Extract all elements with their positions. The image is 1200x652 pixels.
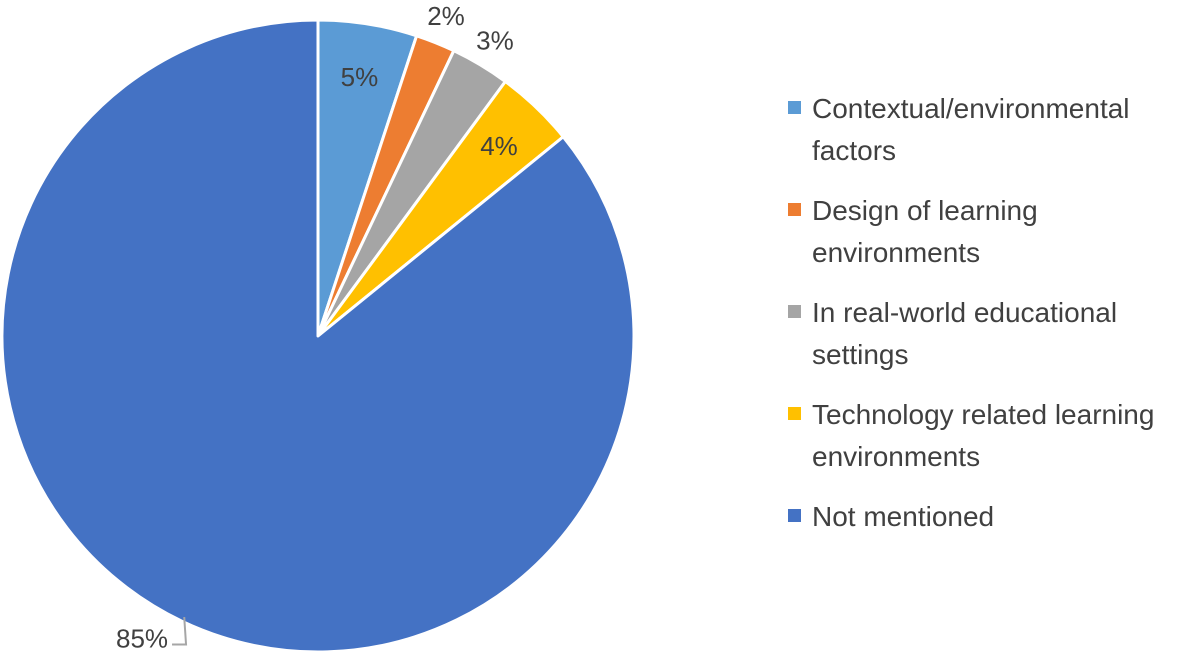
legend-label-design: Design of learning environments bbox=[812, 195, 1038, 268]
legend-swatch-design bbox=[788, 203, 801, 216]
legend-item-technology: Technology related learning environments bbox=[788, 394, 1198, 478]
legend-swatch-contextual bbox=[788, 101, 801, 114]
legend-label-technology: Technology related learning environments bbox=[812, 399, 1155, 472]
legend-item-not-mentioned: Not mentioned bbox=[788, 496, 1198, 538]
data-label-contextual: 5% bbox=[341, 62, 379, 92]
leader-line-not-mentioned bbox=[172, 616, 188, 646]
data-label-technology: 4% bbox=[480, 131, 518, 161]
pie-slice-not-mentioned bbox=[0, 18, 636, 652]
data-label-not-mentioned: 85% bbox=[116, 623, 168, 652]
legend-swatch-technology bbox=[788, 407, 801, 420]
legend-item-contextual: Contextual/environmental factors bbox=[788, 88, 1198, 172]
legend-item-real-world: In real-world educational settings bbox=[788, 292, 1198, 376]
data-label-design: 2% bbox=[427, 1, 465, 31]
legend-item-design: Design of learning environments bbox=[788, 190, 1198, 274]
legend-swatch-not-mentioned bbox=[788, 509, 801, 522]
legend-label-not-mentioned: Not mentioned bbox=[812, 501, 995, 532]
legend: Contextual/environmental factors Design … bbox=[788, 88, 1198, 556]
legend-label-contextual: Contextual/environmental factors bbox=[812, 93, 1130, 166]
legend-swatch-real-world bbox=[788, 305, 801, 318]
data-label-real-world: 3% bbox=[476, 25, 514, 55]
legend-label-real-world: In real-world educational settings bbox=[812, 297, 1118, 370]
